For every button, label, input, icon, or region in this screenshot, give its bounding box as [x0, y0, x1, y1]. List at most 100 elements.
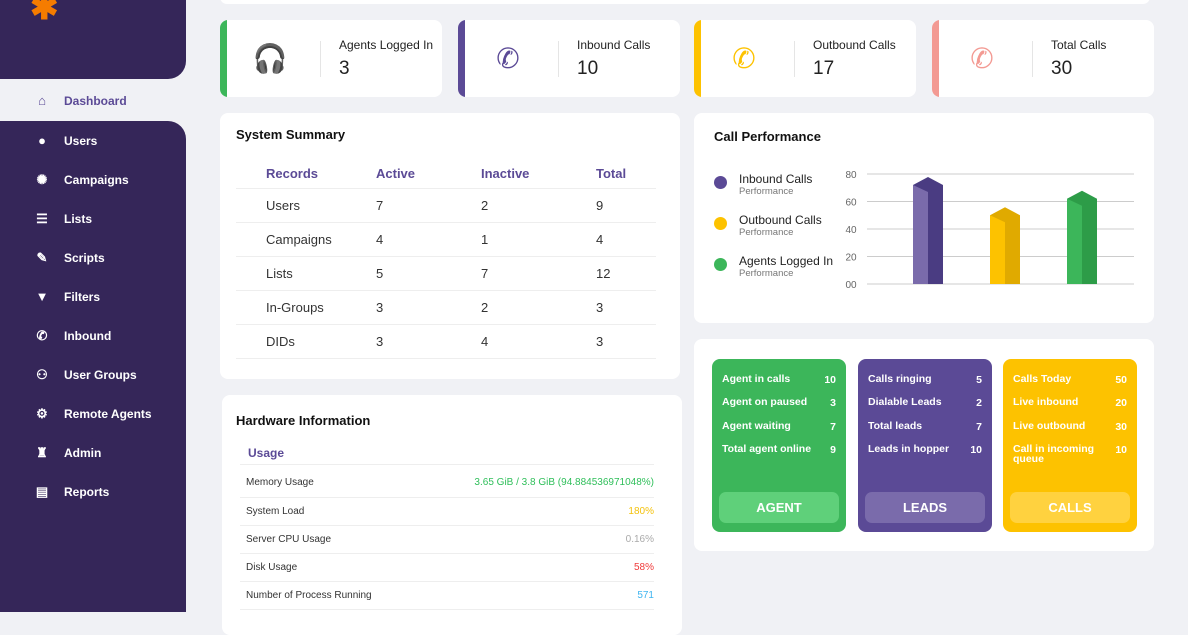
- panel-row-value: 10: [824, 374, 836, 386]
- table-cell: 3: [376, 290, 481, 325]
- panel-row: Total agent online 9: [722, 444, 836, 467]
- table-cell: Users: [236, 188, 376, 223]
- report-icon: ▤: [35, 483, 49, 499]
- hardware-value: 0.16%: [415, 525, 654, 554]
- sidebar-item-label: Reports: [64, 484, 110, 499]
- legend-sublabel: Performance: [739, 227, 794, 238]
- system-summary-title: System Summary: [236, 127, 346, 142]
- accent-bar: [220, 20, 227, 97]
- stat-card-inbound-calls: ✆ Inbound Calls 10: [458, 20, 680, 97]
- panel-row-value: 7: [830, 420, 836, 433]
- table-cell: 4: [596, 222, 656, 257]
- sidebar-item-label: Dashboard: [64, 93, 127, 108]
- legend-dot: [714, 258, 727, 271]
- sidebar-item-label: Lists: [64, 211, 93, 226]
- admin-icon: ♜: [36, 444, 48, 460]
- table-row: In-Groups 3 2 3: [236, 290, 656, 325]
- divider: [1032, 40, 1033, 77]
- sidebar-item-lists[interactable]: ☰ Lists: [0, 199, 186, 238]
- sidebar-item-reports[interactable]: ▤ Reports: [0, 472, 186, 511]
- legend-sublabel: Performance: [739, 186, 794, 197]
- legend-label: Inbound Calls: [739, 172, 813, 186]
- hardware-table: Memory Usage 3.65 GiB / 3.8 GiB (94.88453…: [240, 469, 654, 610]
- bar: [913, 185, 928, 284]
- hardware-label: Number of Process Running: [240, 581, 416, 610]
- panel-row-label: Calls ringing: [868, 373, 932, 385]
- stat-text: Inbound Calls 10: [559, 38, 650, 80]
- column-header: Total: [596, 160, 656, 189]
- panel-row: Live outbound 30: [1013, 419, 1127, 444]
- panel-row-value: 10: [1115, 443, 1127, 456]
- panel-row-label: Total leads: [868, 419, 923, 432]
- panel-row: Agent waiting 7: [722, 420, 836, 444]
- stat-card-total-calls: ✆ Total Calls 30: [932, 20, 1154, 97]
- bar: [1067, 198, 1082, 284]
- panel-row-value: 9: [830, 443, 836, 456]
- table-cell: 3: [596, 324, 656, 359]
- usage-heading: Usage: [248, 446, 285, 460]
- sidebar-item-label: Campaigns: [64, 172, 129, 187]
- table-cell: Campaigns: [236, 222, 376, 257]
- legend-sublabel: Performance: [739, 268, 794, 279]
- stat-label: Total Calls: [1051, 37, 1107, 52]
- panel-row: Agent on paused 3: [722, 397, 836, 420]
- remote-agent-icon: ⚙: [36, 405, 48, 421]
- table-row: Users 7 2 9: [236, 188, 656, 223]
- table-cell: 12: [596, 256, 656, 291]
- agent-headset-icon: 🎧: [252, 43, 288, 74]
- panel-calls: Calls Today 50 Live inbound 20 Live outbound…: [1003, 359, 1137, 532]
- leads-button[interactable]: LEADS: [865, 492, 985, 523]
- hardware-row: Disk Usage 58%: [240, 553, 654, 582]
- phone-icon: ✆: [970, 43, 994, 74]
- stat-label: Outbound Calls: [813, 37, 896, 52]
- calls-button[interactable]: CALLS: [1010, 492, 1130, 523]
- sidebar: ✱ ⌂ Dashboard ● Users ✺ Campaigns ☰ Lists ✎ Scrip…: [0, 0, 186, 612]
- sidebar-item-admin[interactable]: ♜ Admin: [0, 433, 186, 472]
- panel-row-label: Live inbound: [1013, 396, 1079, 409]
- sidebar-item-dashboard[interactable]: ⌂ Dashboard: [18, 80, 186, 121]
- table-cell: 7: [481, 256, 596, 291]
- bar-top: [990, 207, 1020, 223]
- sidebar-item-label: Users: [64, 133, 98, 148]
- panel-row: Calls ringing 5: [868, 374, 982, 397]
- script-icon: ✎: [36, 249, 48, 265]
- panel-row-value: 20: [1115, 397, 1127, 410]
- legend-item: Agents Logged In Performance: [714, 254, 833, 279]
- sidebar-item-inbound[interactable]: ✆ Inbound: [0, 316, 186, 355]
- system-summary-table: Records Active Inactive Total Users 7 2 9 Campai…: [236, 160, 656, 359]
- sidebar-item-remote-agents[interactable]: ⚙ Remote Agents: [0, 394, 186, 433]
- bar-side: [1082, 198, 1097, 284]
- sidebar-item-campaigns[interactable]: ✺ Campaigns: [0, 160, 186, 199]
- legend-dot: [714, 176, 727, 189]
- panel-row-label: Live outbound: [1013, 419, 1086, 432]
- sidebar-item-filters[interactable]: ▼ Filters: [0, 277, 186, 316]
- sidebar-item-label: User Groups: [64, 367, 137, 382]
- panel-row-label: Leads in hopper: [868, 442, 950, 455]
- stat-text: Outbound Calls 17: [795, 38, 896, 80]
- legend-item: Outbound Calls Performance: [714, 213, 822, 238]
- panel-row-value: 3: [830, 397, 836, 410]
- legend-item: Inbound Calls Performance: [714, 172, 812, 197]
- table-cell: 9: [596, 188, 656, 223]
- agent-button[interactable]: AGENT: [719, 492, 839, 523]
- panel-row-label: Agent on paused: [722, 396, 808, 409]
- user-icon: ●: [38, 133, 46, 148]
- sidebar-item-users[interactable]: ● Users: [0, 121, 186, 160]
- stat-label: Inbound Calls: [577, 37, 651, 52]
- sidebar-item-user-groups[interactable]: ⚇ User Groups: [0, 355, 186, 394]
- sidebar-item-label: Inbound: [64, 328, 112, 343]
- divider: [794, 40, 795, 77]
- legend-label: Agents Logged In: [739, 254, 834, 268]
- sidebar-item-scripts[interactable]: ✎ Scripts: [0, 238, 186, 277]
- accent-bar: [932, 20, 939, 97]
- live-stats-card: Agent in calls 10 Agent on paused 3 Agent wa…: [694, 339, 1154, 551]
- hardware-label: Disk Usage: [240, 553, 416, 582]
- top-bar: [220, 0, 1150, 4]
- stat-label: Agents Logged In: [339, 37, 434, 52]
- panel-row-value: 2: [976, 397, 982, 410]
- table-cell: 4: [376, 222, 481, 257]
- column-header: Active: [376, 160, 481, 189]
- stat-card-agents-logged-in: 🎧 Agents Logged In 3: [220, 20, 442, 97]
- sidebar-item-label: Filters: [64, 289, 101, 304]
- panel-row-value: 50: [1115, 374, 1127, 386]
